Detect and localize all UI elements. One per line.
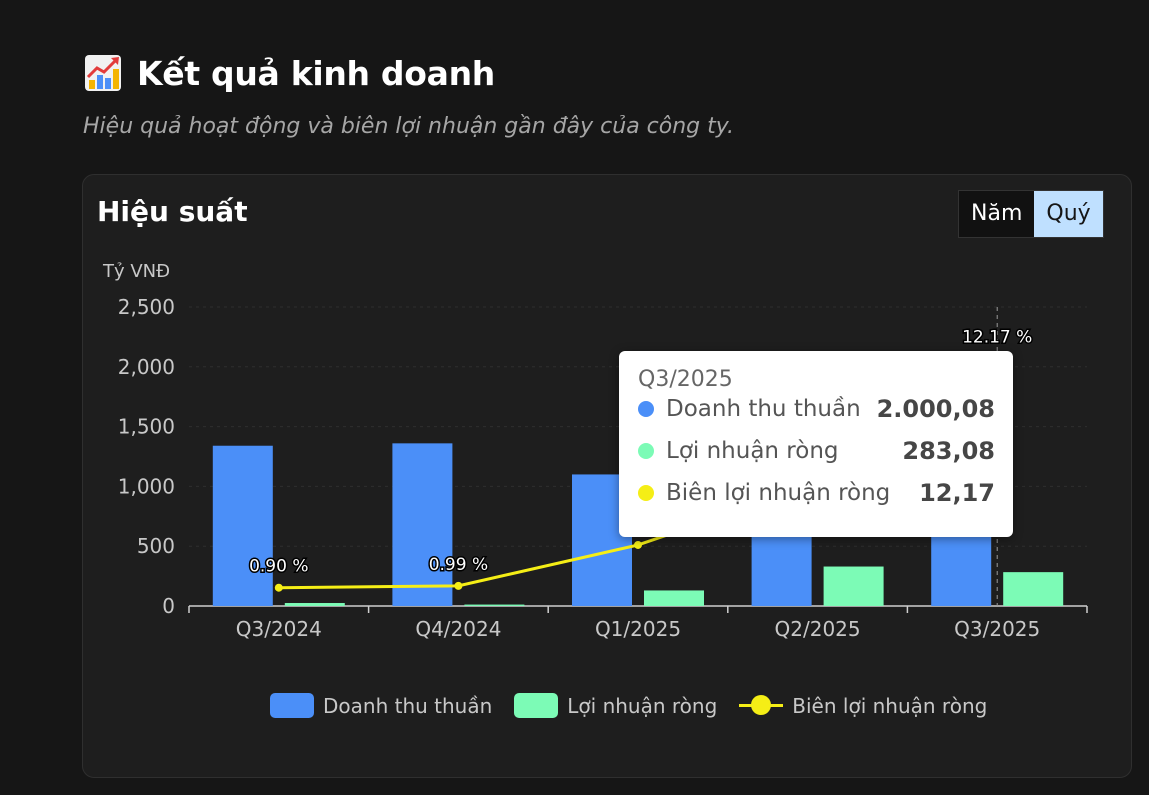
x-tick-label: Q2/2025 — [775, 617, 861, 641]
tooltip-margin-value: 12,17 — [919, 479, 995, 507]
y-tick-label: 500 — [137, 534, 175, 558]
legend-item-revenue[interactable]: Doanh thu thuần — [270, 693, 492, 718]
tooltip-margin-label: Biên lợi nhuận ròng — [666, 480, 891, 506]
page-title: Kết quả kinh doanh — [83, 50, 495, 96]
tooltip-row-profit: Lợi nhuận ròng 283,08 — [638, 435, 995, 467]
bar-profit — [284, 603, 345, 606]
tooltip-revenue-dot — [638, 401, 654, 417]
bar-profit — [464, 604, 525, 606]
margin-point — [274, 583, 283, 592]
y-axis-label: Tỷ VNĐ — [102, 261, 170, 282]
legend-item-margin[interactable]: Biên lợi nhuận ròng — [739, 693, 987, 718]
x-tick-label: Q3/2024 — [236, 617, 322, 641]
x-tick-label: Q4/2024 — [415, 617, 501, 641]
y-tick-label: 2,000 — [118, 355, 175, 379]
toggle-quarter-button[interactable]: Quý — [1034, 191, 1103, 237]
x-tick-label: Q1/2025 — [595, 617, 681, 641]
page-title-text: Kết quả kinh doanh — [137, 53, 495, 93]
toggle-year-button[interactable]: Năm — [971, 201, 1023, 226]
tooltip-profit-dot — [638, 443, 654, 459]
performance-card: Hiệu suất Năm Quý Tỷ VNĐ 0 500 1,000 1,500 2,… — [82, 174, 1132, 778]
bar-profit — [823, 566, 884, 606]
legend-profit-label: Lợi nhuận ròng — [567, 693, 718, 718]
margin-point — [634, 540, 642, 549]
legend-margin-swatch — [739, 693, 784, 718]
legend-profit-swatch — [514, 693, 559, 718]
chart-legend: Doanh thu thuần Lợi nhuận ròng Biên lợi … — [270, 693, 1009, 718]
tooltip-profit-value: 283,08 — [902, 437, 995, 465]
legend-item-profit[interactable]: Lợi nhuận ròng — [514, 693, 717, 718]
tooltip-title: Q3/2025 — [638, 367, 733, 392]
y-tick-label: 2,500 — [118, 295, 175, 319]
tooltip-profit-label: Lợi nhuận ròng — [666, 438, 839, 464]
bar-profit — [1003, 572, 1064, 606]
margin-data-label: 0.99 % — [429, 555, 488, 575]
bar-revenue — [212, 445, 273, 606]
card-title: Hiệu suất — [97, 195, 248, 228]
margin-data-label: 12.17 % — [962, 327, 1032, 347]
tooltip-margin-dot — [638, 485, 654, 501]
chart-tooltip: Q3/2025 Doanh thu thuần 2.000,08 Lợi nhu… — [619, 351, 1013, 537]
y-tick-label: 1,500 — [118, 415, 175, 439]
tooltip-revenue-value: 2.000,08 — [876, 395, 995, 423]
tooltip-revenue-label: Doanh thu thuần — [666, 396, 861, 422]
x-tick-label: Q3/2025 — [954, 617, 1040, 641]
chart-increasing-icon — [85, 55, 121, 91]
y-tick-label: 0 — [162, 594, 175, 618]
bar-profit — [644, 590, 704, 606]
legend-revenue-label: Doanh thu thuần — [323, 693, 493, 718]
page-subtitle: Hiệu quả hoạt động và biên lợi nhuận gần… — [83, 114, 735, 139]
margin-point — [454, 581, 463, 590]
margin-data-label: 0.90 % — [249, 557, 308, 577]
period-toggle: Năm Quý — [958, 190, 1104, 238]
legend-margin-label: Biên lợi nhuận ròng — [792, 693, 988, 718]
legend-revenue-swatch — [270, 693, 314, 718]
y-tick-label: 1,000 — [118, 474, 175, 498]
bar-revenue — [392, 443, 453, 606]
tooltip-row-margin: Biên lợi nhuận ròng 12,17 — [638, 477, 995, 509]
tooltip-row-revenue: Doanh thu thuần 2.000,08 — [638, 393, 995, 425]
